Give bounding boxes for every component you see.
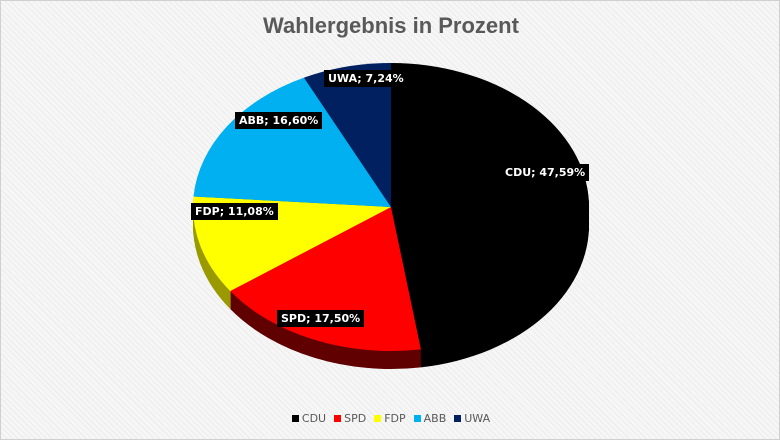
legend-item-fdp: FDP	[374, 412, 406, 425]
legend: CDU SPD FDP ABB UWA	[1, 412, 780, 425]
legend-swatch	[454, 415, 462, 422]
data-label-abb: ABB; 16,60%	[235, 112, 323, 129]
legend-swatch	[334, 415, 342, 422]
legend-label: UWA	[464, 412, 491, 425]
legend-label: FDP	[384, 412, 406, 425]
pie-slice-fdp[interactable]	[192, 196, 391, 292]
legend-item-spd: SPD	[334, 412, 366, 425]
legend-label: CDU	[301, 412, 327, 425]
legend-item-abb: ABB	[413, 412, 447, 425]
chart-title: Wahlergebnis in Prozent	[263, 13, 519, 38]
legend-swatch	[413, 415, 421, 422]
pie-slice-abb[interactable]	[193, 77, 391, 207]
legend-label: ABB	[423, 412, 447, 425]
legend-swatch	[374, 415, 382, 422]
pie-slice-cdu[interactable]	[391, 63, 590, 350]
data-label-fdp: FDP; 11,08%	[191, 203, 278, 220]
data-label-uwa: UWA; 7,24%	[324, 70, 408, 87]
legend-item-uwa: UWA	[454, 412, 490, 425]
pie-slice-uwa[interactable]	[304, 63, 391, 207]
legend-label: SPD	[344, 412, 367, 425]
legend-swatch	[291, 415, 299, 422]
data-label-spd: SPD; 17,50%	[277, 310, 365, 327]
data-label-cdu: CDU; 47,59%	[501, 164, 590, 181]
legend-item-cdu: CDU	[291, 412, 327, 425]
